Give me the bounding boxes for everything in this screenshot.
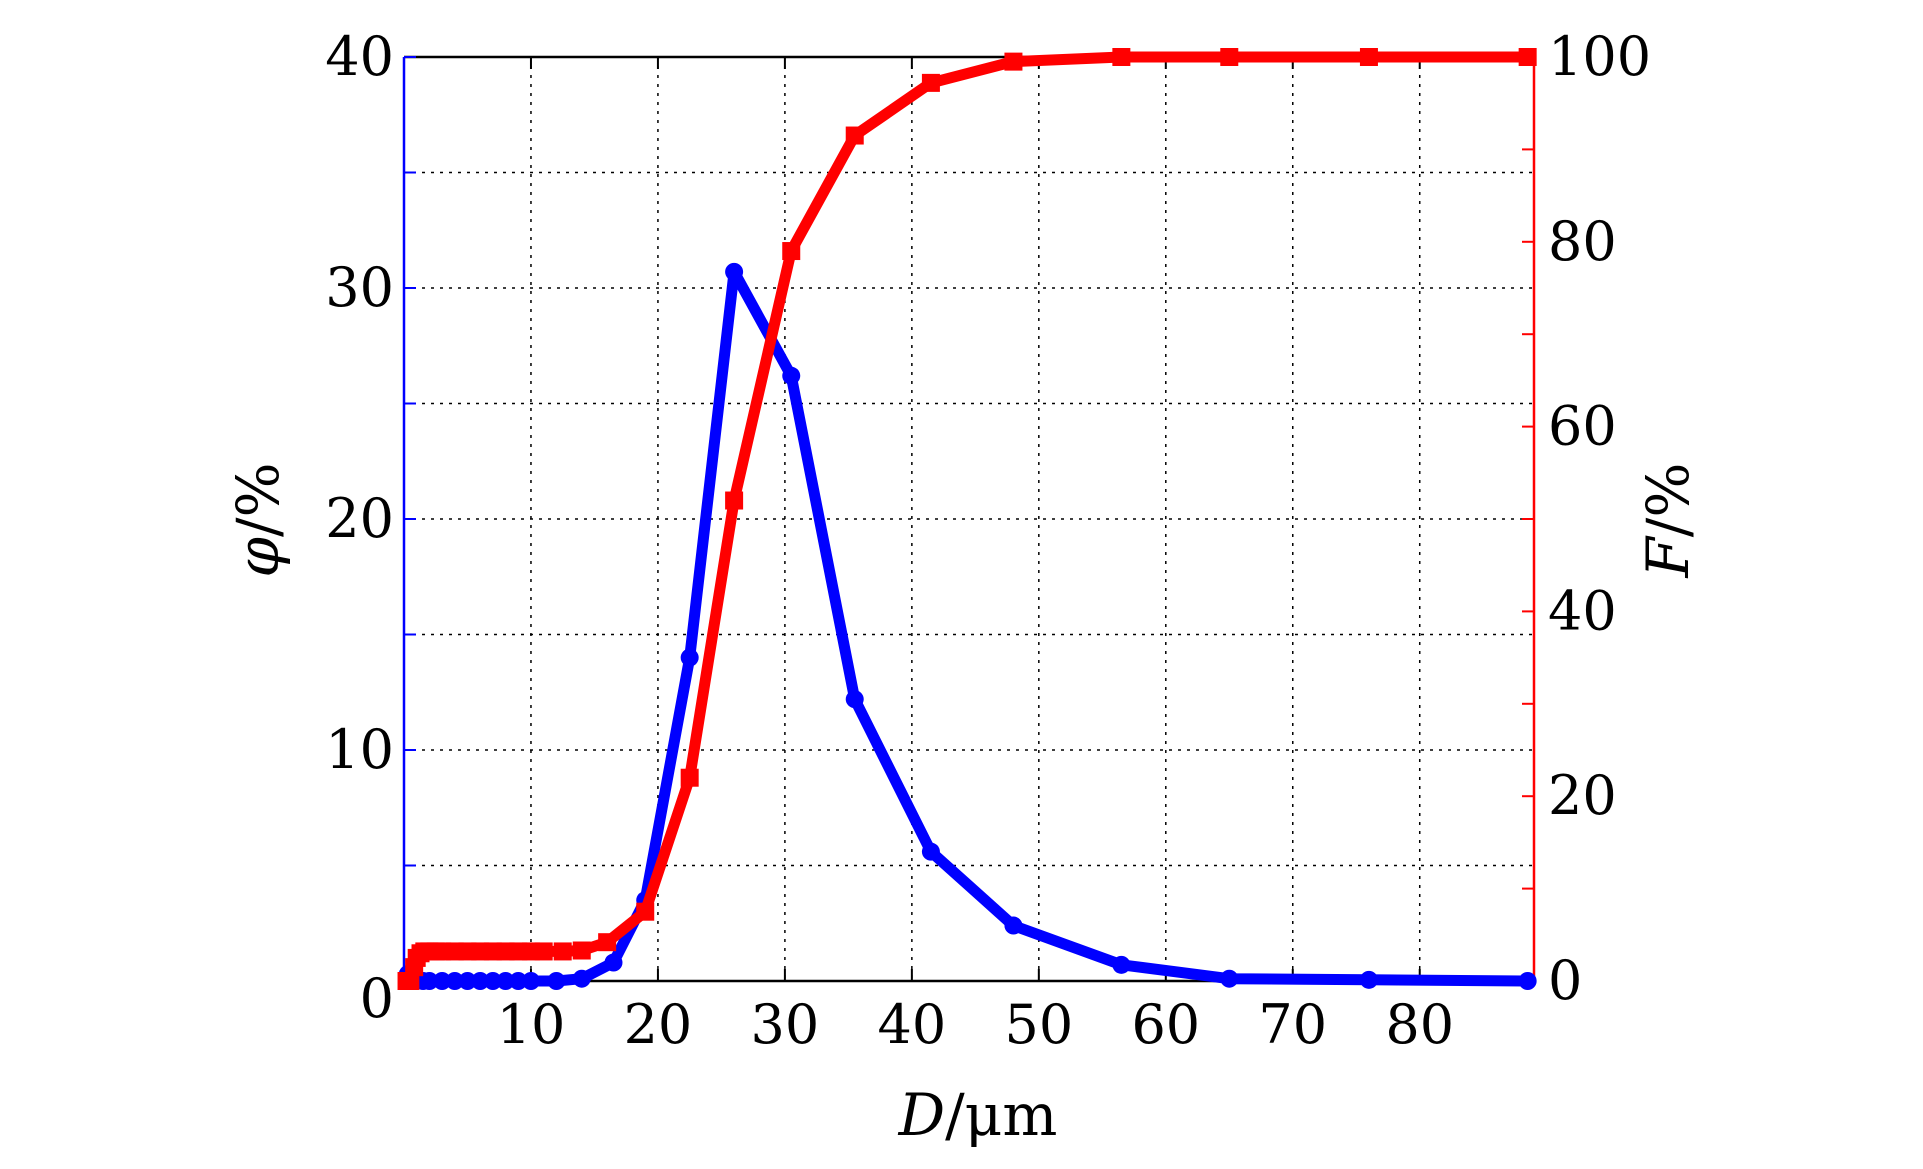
right-y-tick-label: 0: [1548, 949, 1582, 1012]
cumulative-point: [401, 972, 420, 990]
left-y-tick-label: 30: [325, 256, 394, 319]
distribution-point: [1518, 972, 1537, 990]
right-y-tick-label: 80: [1548, 210, 1617, 273]
distribution-point: [547, 972, 566, 990]
cumulative-point: [636, 902, 655, 921]
distribution-point: [458, 972, 477, 990]
cumulative-point: [725, 491, 744, 510]
axis-titles: D/μm φ/% F/%: [224, 462, 1702, 1149]
x-axis-title: D/μm: [898, 1081, 1058, 1149]
cumulative-point: [1004, 52, 1023, 71]
distribution-point: [1004, 916, 1023, 935]
right-y-tick-label: 40: [1548, 579, 1617, 642]
cumulative-point: [534, 942, 553, 961]
grid: [404, 57, 1534, 981]
distribution-point: [921, 842, 940, 861]
x-tick-label: 60: [1131, 993, 1200, 1056]
distribution-point: [445, 972, 464, 990]
distribution-point: [420, 972, 439, 990]
cumulative-point: [1220, 48, 1239, 66]
right-y-tick-label: 60: [1548, 395, 1617, 458]
cumulative-point: [921, 73, 940, 92]
distribution-point: [496, 972, 515, 990]
distribution-point: [725, 262, 744, 281]
distribution-point: [1220, 969, 1239, 988]
x-tick-label: 40: [878, 993, 947, 1056]
left-y-axis-title: φ/%: [224, 462, 292, 577]
x-tick-label: 80: [1385, 993, 1454, 1056]
x-tick-label: 30: [751, 993, 820, 1056]
cumulative-point: [1359, 48, 1378, 66]
x-tick-label: 70: [1258, 993, 1327, 1056]
cumulative-point: [680, 768, 699, 787]
left-y-tick-label: 0: [360, 967, 394, 1030]
cumulative-point: [598, 933, 617, 952]
left-y-tick-label: 40: [325, 25, 394, 88]
distribution-point: [782, 366, 801, 385]
tick-labels: 10 20 30 40 50 60 70 80 0 10 20 30 40 0 20 40 60 80 100: [325, 25, 1651, 1056]
distribution-point: [433, 972, 452, 990]
left-y-tick-label: 10: [325, 718, 394, 781]
right-y-axis-title: F/%: [1634, 463, 1702, 579]
distribution-point: [680, 648, 699, 667]
distribution-point: [471, 972, 490, 990]
cumulative-point: [1112, 48, 1131, 66]
cumulative-point: [572, 941, 591, 960]
right-y-tick-label: 20: [1548, 764, 1617, 827]
cumulative-point: [782, 242, 801, 261]
left-y-tick-label: 20: [325, 487, 394, 550]
cumulative-point: [1518, 48, 1537, 66]
distribution-point: [521, 972, 540, 990]
distribution-point: [1359, 970, 1378, 989]
distribution-point: [845, 690, 864, 709]
plot-series: [397, 48, 1537, 990]
x-tick-label: 50: [1004, 993, 1073, 1056]
distribution-point: [1112, 955, 1131, 974]
distribution-point: [509, 972, 528, 990]
right-y-tick-label: 100: [1548, 25, 1651, 88]
distribution-point: [604, 953, 623, 972]
cumulative-point: [845, 126, 864, 145]
distribution-point: [572, 969, 591, 988]
cumulative-point: [553, 942, 572, 961]
distribution-point: [483, 972, 502, 990]
x-tick-label: 10: [497, 993, 566, 1056]
x-tick-label: 20: [624, 993, 693, 1056]
